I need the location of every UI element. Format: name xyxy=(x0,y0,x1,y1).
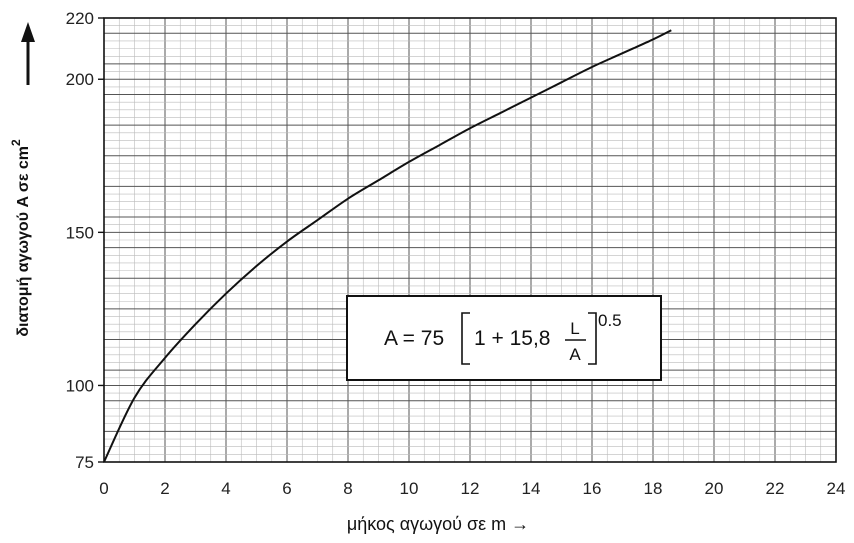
formula-numerator: L xyxy=(570,319,579,338)
x-tick-label: 22 xyxy=(766,479,785,498)
formula-box: A = 75 1 + 15,8 L A 0.5 xyxy=(346,295,662,381)
x-tick-label: 20 xyxy=(705,479,724,498)
formula-lhs: A = 75 xyxy=(384,327,444,350)
bracket-right-icon xyxy=(588,312,597,365)
bracket-left-icon xyxy=(461,312,470,365)
y-axis-label: διατομή αγωγού A σε cm2 xyxy=(9,139,32,337)
plot-frame xyxy=(103,17,837,463)
x-tick-label: 0 xyxy=(99,479,108,498)
x-tick-label: 12 xyxy=(461,479,480,498)
x-tick-label: 14 xyxy=(522,479,541,498)
x-tick-label: 2 xyxy=(160,479,169,498)
formula-inner: 1 + 15,8 xyxy=(474,327,550,350)
formula-exponent: 0.5 xyxy=(598,311,622,330)
svg-text:διατομή αγωγού A σε cm2: διατομή αγωγού A σε cm2 xyxy=(9,139,32,337)
data-curve xyxy=(103,29,672,463)
y-tick-label: 200 xyxy=(66,70,94,89)
x-tick-label: 8 xyxy=(343,479,352,498)
x-tick-label: 16 xyxy=(583,479,602,498)
y-axis-arrow-icon xyxy=(21,22,35,85)
grid xyxy=(103,17,837,463)
x-axis-label: μήκος αγωγού σε m → xyxy=(347,514,529,534)
formula-denominator: A xyxy=(569,345,581,364)
x-tick-label: 18 xyxy=(644,479,663,498)
x-tick-label: 10 xyxy=(400,479,419,498)
y-tick-label: 100 xyxy=(66,376,94,395)
x-tick-label: 6 xyxy=(282,479,291,498)
x-tick-label: 24 xyxy=(827,479,846,498)
y-tick-label: 75 xyxy=(75,453,94,472)
y-tick-label: 220 xyxy=(66,9,94,28)
x-tick-label: 4 xyxy=(221,479,230,498)
y-tick-label: 150 xyxy=(66,223,94,242)
